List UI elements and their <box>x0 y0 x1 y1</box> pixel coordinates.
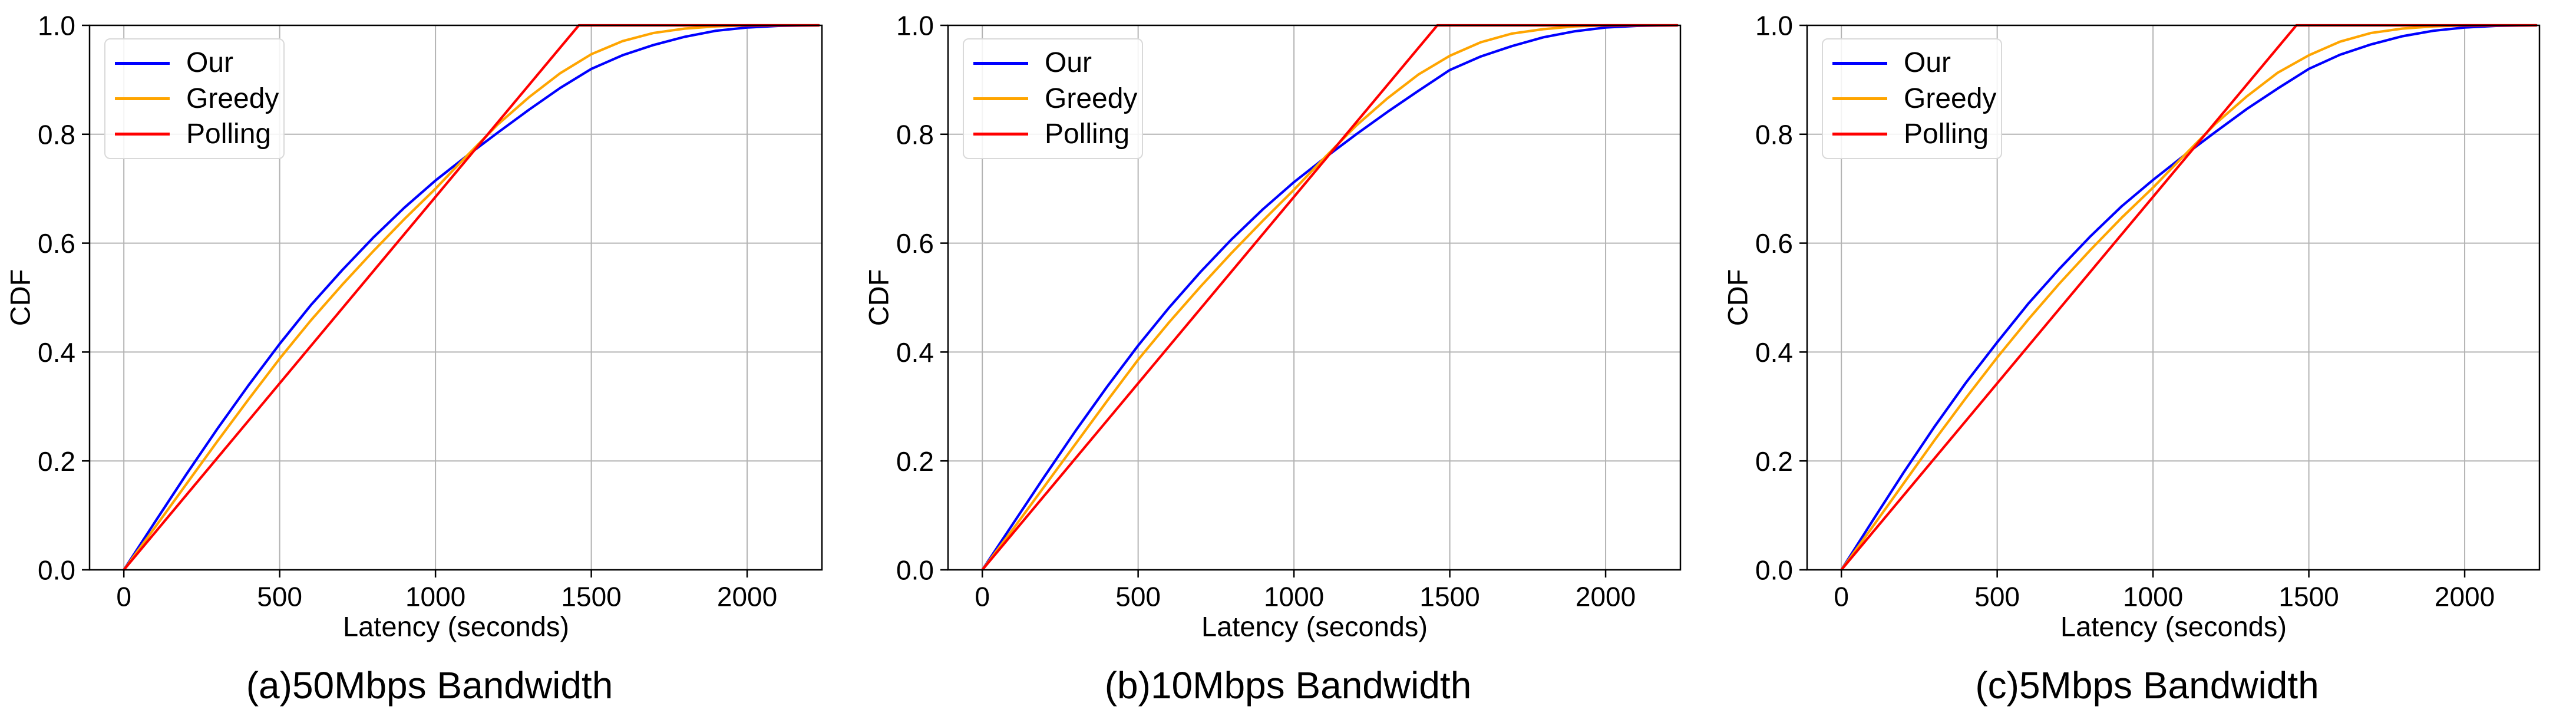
y-tick-label: 1.0 <box>1755 11 1793 41</box>
legend: Our Greedy Polling <box>1822 38 2002 159</box>
plot-area: 0 500 1000 1500 2000 0.0 0.2 0.4 0.6 0.8 1.0 <box>896 11 1682 612</box>
legend-line-swatch <box>1832 97 1887 100</box>
x-tick-label: 1500 <box>561 582 621 612</box>
legend-line-swatch <box>973 97 1028 100</box>
legend-line-swatch <box>973 133 1028 136</box>
y-tick-label: 0.0 <box>896 555 934 586</box>
subplot-a: 0 500 1000 1500 2000 0.0 0.2 0.4 0.6 0.8 1.0 CDF L… <box>0 0 858 726</box>
axes-spines <box>88 24 823 571</box>
legend-label: Polling <box>1045 118 1130 150</box>
legend-label: Polling <box>1904 118 1989 150</box>
y-tick-label: 0.6 <box>1755 228 1793 259</box>
legend-item-greedy: Greedy <box>1823 82 2001 114</box>
y-tick-label: 0.8 <box>38 119 75 150</box>
legend: Our Greedy Polling <box>963 38 1143 159</box>
curve-greedy <box>1840 24 2538 572</box>
y-axis-label: CDF <box>4 269 36 326</box>
legend-line-swatch <box>1832 61 1887 65</box>
subplot-caption: (a)50Mbps Bandwidth <box>246 664 613 707</box>
x-tick-label: 1000 <box>2123 582 2183 612</box>
legend-line-swatch <box>1832 133 1887 136</box>
plot-area: 0 500 1000 1500 2000 0.0 0.2 0.4 0.6 0.8 1.0 <box>38 11 823 612</box>
y-tick-label: 0.2 <box>38 446 75 477</box>
x-tick-label: 0 <box>975 582 990 612</box>
legend-item-our: Our <box>105 49 283 77</box>
y-tick-label: 0.8 <box>896 119 934 150</box>
curve-polling <box>1840 24 2538 572</box>
x-tick-label: 2000 <box>2435 582 2495 612</box>
legend: Our Greedy Polling <box>104 38 285 159</box>
x-tick-label: 500 <box>1115 582 1161 612</box>
legend-item-greedy: Greedy <box>105 82 283 114</box>
y-tick-label: 0.6 <box>896 228 934 259</box>
legend-label: Greedy <box>1904 82 1997 114</box>
x-axis-label: Latency (seconds) <box>2060 610 2287 642</box>
x-axis-label: Latency (seconds) <box>1201 610 1428 642</box>
x-tick-label: 2000 <box>1576 582 1636 612</box>
x-tick-label: 1500 <box>1419 582 1479 612</box>
legend-line-swatch <box>973 61 1028 65</box>
legend-item-polling: Polling <box>105 120 283 148</box>
legend-label: Our <box>1045 47 1092 79</box>
y-tick-label: 0.4 <box>896 337 934 368</box>
legend-label: Our <box>1904 47 1951 79</box>
x-tick-label: 1500 <box>2278 582 2339 612</box>
legend-item-our: Our <box>1823 49 2001 77</box>
legend-label: Greedy <box>186 82 279 114</box>
legend-line-swatch <box>115 61 170 65</box>
y-axis-label: CDF <box>863 269 894 326</box>
legend-item-polling: Polling <box>964 120 1142 148</box>
y-tick-label: 0.0 <box>38 555 75 586</box>
subplot-caption: (b)10Mbps Bandwidth <box>1104 664 1472 707</box>
x-tick-label: 0 <box>116 582 131 612</box>
curve-polling <box>123 24 820 572</box>
legend-item-our: Our <box>964 49 1142 77</box>
legend-line-swatch <box>115 133 170 136</box>
plot-area: 0 500 1000 1500 2000 0.0 0.2 0.4 0.6 0.8 1.0 <box>1755 11 2541 612</box>
y-tick-label: 0.8 <box>1755 119 1793 150</box>
x-tick-label: 0 <box>1834 582 1849 612</box>
subplot-c: 0 500 1000 1500 2000 0.0 0.2 0.4 0.6 0.8 1.0 CDF L… <box>1718 0 2576 726</box>
curve-greedy <box>981 24 1679 572</box>
x-axis-label: Latency (seconds) <box>342 610 570 642</box>
legend-label: Our <box>186 47 234 79</box>
y-tick-label: 0.6 <box>38 228 75 259</box>
y-tick-label: 0.4 <box>38 337 75 368</box>
y-axis-label: CDF <box>1722 269 1753 326</box>
legend-label: Polling <box>186 118 272 150</box>
x-tick-label: 500 <box>1974 582 2020 612</box>
x-tick-label: 1000 <box>1264 582 1324 612</box>
x-tick-label: 500 <box>257 582 302 612</box>
y-tick-label: 0.0 <box>1755 555 1793 586</box>
axes-spines <box>947 24 1682 571</box>
y-tick-label: 0.4 <box>1755 337 1793 368</box>
legend-item-polling: Polling <box>1823 120 2001 148</box>
legend-item-greedy: Greedy <box>964 82 1142 114</box>
y-tick-label: 1.0 <box>38 11 75 41</box>
x-tick-label: 2000 <box>717 582 777 612</box>
y-tick-label: 0.2 <box>896 446 934 477</box>
subplot-caption: (c)5Mbps Bandwidth <box>1975 664 2319 707</box>
x-tick-label: 1000 <box>405 582 465 612</box>
legend-line-swatch <box>115 97 170 100</box>
legend-label: Greedy <box>1045 82 1138 114</box>
curve-greedy <box>123 24 820 572</box>
y-tick-label: 1.0 <box>896 11 934 41</box>
y-tick-label: 0.2 <box>1755 446 1793 477</box>
subplot-b: 0 500 1000 1500 2000 0.0 0.2 0.4 0.6 0.8 1.0 CDF L… <box>858 0 1717 726</box>
axes-spines <box>1806 24 2541 571</box>
curve-polling <box>981 24 1679 572</box>
